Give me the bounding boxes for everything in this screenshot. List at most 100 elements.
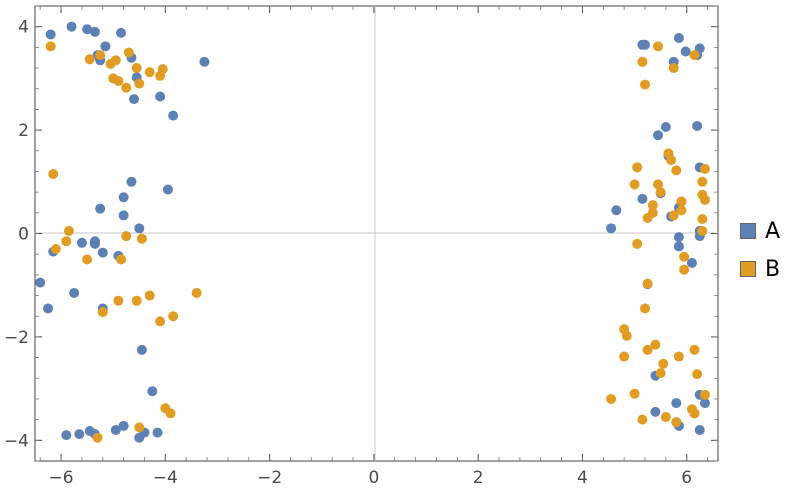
point-series-b (621, 330, 632, 341)
point-series-a (118, 210, 129, 221)
point-series-a (147, 386, 158, 397)
point-series-b (699, 194, 710, 205)
point-series-b (629, 388, 640, 399)
point-series-b (668, 210, 679, 221)
point-series-b (655, 187, 666, 198)
point-series-b (676, 196, 687, 207)
point-series-b (640, 303, 651, 314)
point-series-b (155, 70, 166, 81)
x-tick-label: 0 (368, 468, 379, 488)
point-series-b (642, 344, 653, 355)
point-series-b (121, 82, 132, 93)
point-series-b (134, 78, 145, 89)
point-series-a (673, 241, 684, 252)
point-series-a (76, 237, 87, 248)
point-series-b (63, 225, 74, 236)
point-series-b (144, 67, 155, 78)
point-series-a (89, 236, 100, 247)
y-tick-label: 2 (18, 121, 29, 141)
point-series-b (165, 408, 176, 419)
point-series-b (689, 344, 700, 355)
point-series-b (660, 412, 671, 423)
y-tick-label: 0 (18, 225, 29, 245)
point-series-a (118, 192, 129, 203)
legend-item-a: A (740, 212, 780, 250)
point-series-b (61, 236, 72, 247)
point-series-b (637, 56, 648, 67)
point-series-b (632, 162, 643, 173)
point-series-a (61, 430, 72, 441)
point-series-b (48, 169, 59, 180)
legend-swatch-a (740, 223, 756, 239)
point-series-a (680, 46, 691, 57)
point-series-b (668, 63, 679, 74)
point-series-a (100, 41, 111, 52)
point-series-b (676, 205, 687, 216)
x-tick-label: −2 (257, 468, 282, 488)
point-series-b (689, 50, 700, 61)
point-series-a (694, 424, 705, 435)
legend-swatch-b (740, 261, 756, 277)
point-series-a (671, 398, 682, 409)
point-series-b (642, 212, 653, 223)
point-series-b (131, 295, 142, 306)
point-series-b (671, 165, 682, 176)
point-series-a (89, 26, 100, 37)
x-tick-label: −6 (49, 468, 74, 488)
point-series-a (694, 43, 705, 54)
x-tick-label: 6 (681, 468, 692, 488)
point-series-b (144, 290, 155, 301)
point-series-b (640, 79, 651, 90)
point-series-b (697, 214, 708, 225)
data-points (35, 21, 710, 443)
point-series-b (699, 389, 710, 400)
point-series-a (660, 121, 671, 132)
point-series-b (134, 422, 145, 433)
point-series-a (606, 223, 617, 234)
point-series-a (152, 427, 163, 438)
x-tick-label: 2 (473, 468, 484, 488)
point-series-b (95, 50, 106, 61)
point-series-b (116, 254, 127, 265)
point-series-b (97, 307, 108, 318)
point-series-b (191, 287, 202, 298)
point-series-b (653, 41, 664, 52)
point-series-b (658, 358, 669, 369)
point-series-a (650, 406, 661, 417)
point-series-b (642, 278, 653, 289)
legend-label-b: B (765, 256, 781, 282)
point-series-b (679, 264, 690, 275)
point-series-a (95, 203, 106, 214)
point-series-a (168, 110, 179, 121)
point-series-a (118, 420, 129, 431)
point-series-b (653, 179, 664, 190)
point-series-b (647, 200, 658, 211)
point-series-b (699, 163, 710, 174)
point-series-b (692, 369, 703, 380)
point-series-b (131, 63, 142, 74)
point-series-a (82, 24, 93, 35)
point-series-b (108, 73, 119, 84)
point-series-b (697, 225, 708, 236)
point-series-b (619, 351, 630, 362)
point-series-a (686, 257, 697, 268)
point-series-b (113, 295, 124, 306)
point-series-b (671, 417, 682, 428)
point-series-a (129, 94, 140, 105)
point-series-a (136, 344, 147, 355)
point-series-b (110, 55, 121, 66)
point-series-a (66, 21, 77, 32)
point-series-b (121, 231, 132, 242)
point-series-a (155, 91, 166, 102)
point-series-a (97, 247, 108, 258)
y-tick-label: −2 (4, 328, 29, 348)
point-series-b (650, 339, 661, 350)
point-series-b (679, 251, 690, 262)
point-series-a (45, 29, 56, 40)
point-series-a (116, 27, 127, 38)
point-series-b (689, 408, 700, 419)
x-axis-ticks: −6 −4 −2 0 2 4 6 (39, 6, 708, 488)
y-tick-label: 4 (18, 18, 29, 38)
point-series-b (632, 238, 643, 249)
point-series-b (136, 233, 147, 244)
